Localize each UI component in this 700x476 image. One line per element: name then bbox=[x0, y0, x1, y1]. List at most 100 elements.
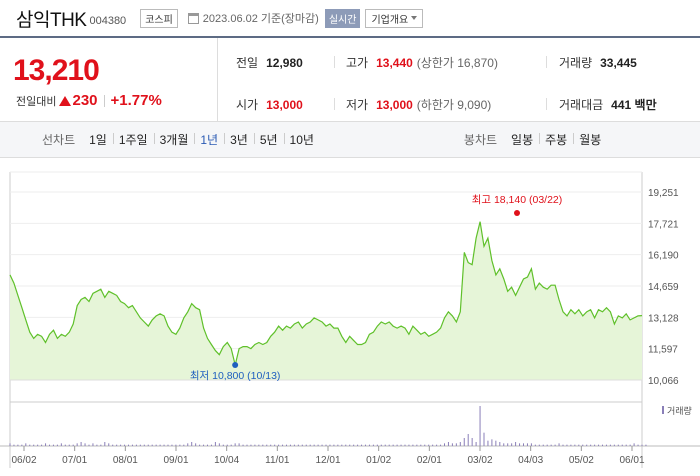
volume-bar bbox=[270, 444, 272, 446]
volume-bar bbox=[104, 442, 106, 446]
stat-value: 13,440 bbox=[376, 55, 413, 70]
line-chart-label: 선차트 bbox=[42, 133, 76, 147]
volume-bar bbox=[226, 444, 228, 446]
volume-bar bbox=[440, 444, 442, 446]
volume-legend-swatch bbox=[662, 406, 664, 414]
line-tab-2[interactable]: 3개월 bbox=[153, 131, 195, 148]
volume-bar bbox=[116, 444, 118, 446]
candle-tab-0[interactable]: 일봉 bbox=[511, 133, 534, 147]
line-tab-5[interactable]: 5년 bbox=[253, 131, 284, 148]
volume-bar bbox=[633, 443, 635, 446]
high-label: 최고 18,140 (03/22) bbox=[472, 194, 563, 206]
stat-label: 거래량 bbox=[559, 56, 593, 70]
x-tick-label: 08/01 bbox=[113, 455, 138, 466]
volume-bar bbox=[155, 444, 157, 446]
volume-bar bbox=[546, 444, 548, 446]
volume-bar bbox=[408, 444, 410, 446]
volume-bar bbox=[645, 444, 647, 446]
line-tab-3[interactable]: 1년 bbox=[194, 131, 224, 148]
realtime-badge[interactable]: 실시간 bbox=[324, 8, 361, 28]
volume-bar bbox=[76, 443, 78, 446]
stat-label: 고가 bbox=[346, 56, 369, 70]
line-tab-4[interactable]: 3년 bbox=[224, 131, 254, 148]
volume-bar bbox=[507, 443, 509, 446]
volume-bar bbox=[289, 444, 291, 446]
volume-bar bbox=[511, 443, 513, 446]
market-badge: 코스피 bbox=[140, 8, 178, 28]
volume-bar bbox=[222, 444, 224, 446]
volume-bar bbox=[420, 444, 422, 446]
volume-bar bbox=[499, 442, 501, 446]
x-tick-label: 12/01 bbox=[315, 455, 340, 466]
volume-bar bbox=[84, 443, 86, 446]
volume-bar bbox=[60, 443, 62, 446]
volume-bar bbox=[519, 443, 521, 446]
volume-bar bbox=[250, 444, 252, 446]
volume-bar bbox=[491, 439, 493, 446]
volume-bar bbox=[582, 444, 584, 446]
stat-value: 13,000 bbox=[376, 97, 413, 112]
volume-bar bbox=[613, 444, 615, 446]
volume-bar bbox=[45, 443, 47, 446]
volume-legend: 거래량 bbox=[667, 405, 692, 416]
line-tab-1[interactable]: 1주일 bbox=[112, 131, 154, 148]
volume-bar bbox=[179, 444, 181, 446]
high-marker bbox=[514, 210, 520, 216]
volume-bar bbox=[444, 443, 445, 446]
volume-bar bbox=[262, 444, 264, 446]
volume-bar bbox=[629, 444, 631, 446]
volume-bar bbox=[171, 444, 173, 446]
volume-bar bbox=[570, 444, 572, 446]
company-info-label: 기업개요 bbox=[371, 14, 409, 26]
change-amount: 230 bbox=[72, 92, 98, 109]
volume-bar bbox=[321, 444, 323, 446]
volume-bar bbox=[56, 444, 58, 446]
volume-bar bbox=[313, 444, 315, 446]
volume-bar bbox=[72, 444, 74, 446]
divider bbox=[103, 94, 105, 107]
volume-bar bbox=[594, 444, 596, 446]
volume-bar bbox=[163, 444, 165, 446]
volume-bar bbox=[80, 442, 82, 446]
volume-bar bbox=[562, 444, 564, 446]
stat-label: 전일 bbox=[236, 56, 259, 70]
volume-bar bbox=[234, 443, 236, 446]
volume-bar bbox=[530, 443, 532, 446]
volume-bar bbox=[305, 444, 307, 446]
stat-volume: 거래량 33,445 bbox=[559, 54, 637, 71]
chart-tabs: 선차트 1일 1주일 3개월 1년 3년 5년 10년 봉차트 일봉 주봉 월봉 bbox=[0, 122, 700, 158]
candle-tab-2[interactable]: 월봉 bbox=[573, 131, 607, 148]
stat-trade-value: 거래대금 441 백만 bbox=[559, 96, 657, 113]
volume-bar bbox=[609, 444, 611, 446]
volume-bar bbox=[254, 444, 256, 446]
volume-bar bbox=[297, 444, 299, 446]
line-tab-6[interactable]: 10년 bbox=[283, 131, 320, 148]
x-tick-label: 05/02 bbox=[569, 455, 594, 466]
volume-bar bbox=[621, 444, 623, 446]
volume-bar bbox=[96, 444, 98, 446]
volume-bar bbox=[131, 444, 133, 446]
volume-bar bbox=[523, 443, 524, 446]
volume-bar bbox=[120, 444, 122, 446]
stat-label: 저가 bbox=[346, 98, 369, 112]
stat-prev-close: 전일 12,980 bbox=[236, 54, 303, 71]
volume-bar bbox=[605, 444, 607, 446]
volume-bar bbox=[195, 443, 197, 446]
volume-bar bbox=[479, 406, 481, 446]
stat-sub: (하한가 9,090) bbox=[416, 98, 492, 112]
volume-bar bbox=[463, 438, 465, 446]
volume-bar bbox=[49, 444, 50, 446]
volume-bar bbox=[361, 444, 363, 446]
volume-bar bbox=[41, 444, 43, 446]
line-tab-0[interactable]: 1일 bbox=[89, 133, 107, 147]
volume-bar bbox=[37, 444, 39, 446]
candle-tab-1[interactable]: 주봉 bbox=[539, 131, 573, 148]
volume-bar bbox=[586, 444, 588, 446]
volume-bar bbox=[88, 444, 90, 446]
stat-value: 33,445 bbox=[600, 55, 637, 70]
company-info-button[interactable]: 기업개요 bbox=[365, 8, 424, 28]
volume-bar bbox=[100, 444, 102, 446]
x-tick-label: 04/03 bbox=[518, 455, 543, 466]
volume-bar bbox=[475, 442, 477, 446]
volume-bar bbox=[467, 434, 469, 446]
